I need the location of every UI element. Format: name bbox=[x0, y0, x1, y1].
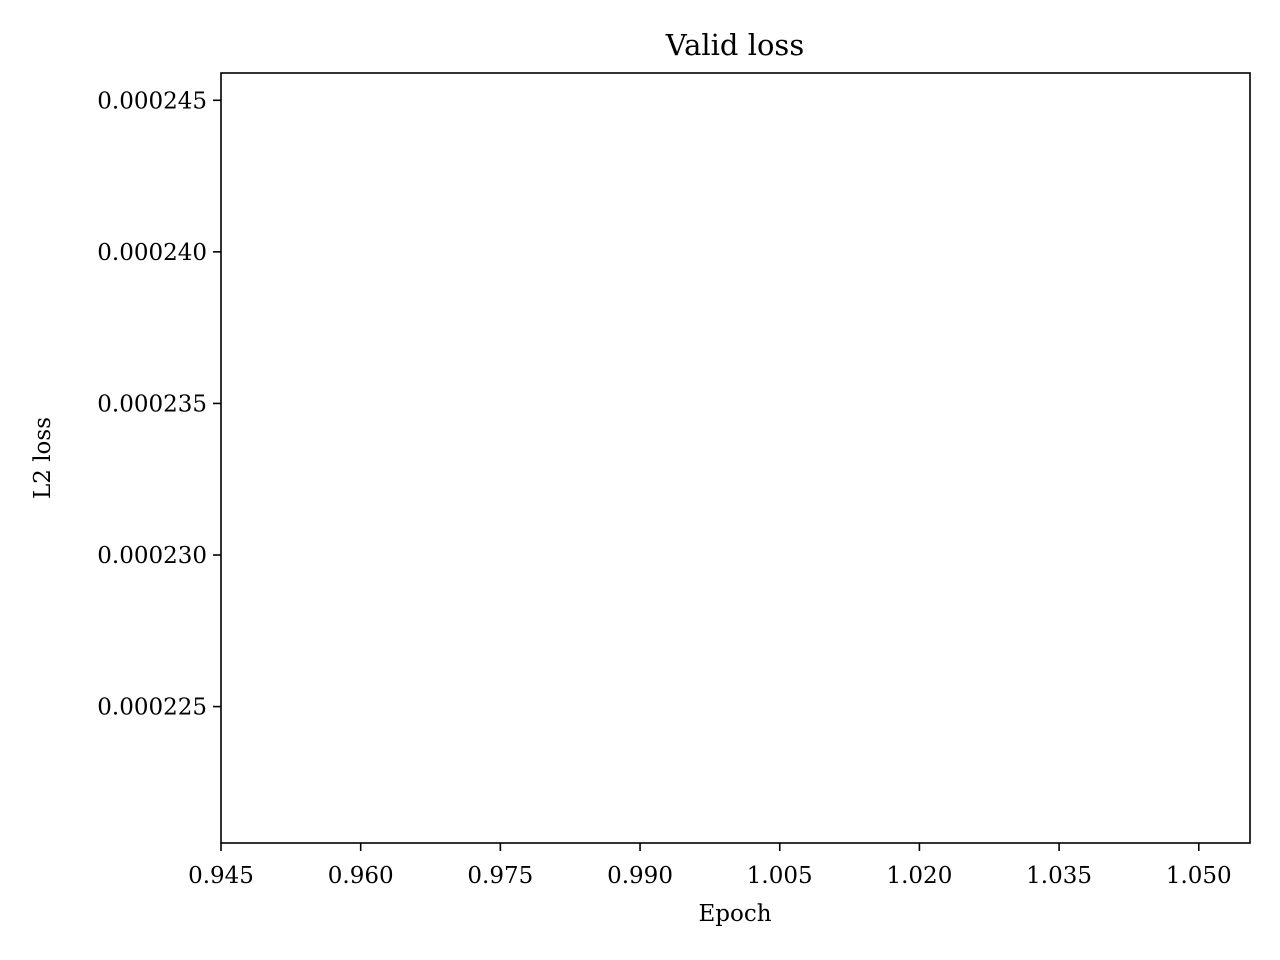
y-axis-label: L2 loss bbox=[30, 417, 56, 499]
x-axis-label: Epoch bbox=[698, 901, 771, 927]
x-tick-label: 0.960 bbox=[328, 863, 394, 889]
y-tick-label: 0.000240 bbox=[97, 240, 207, 266]
y-tick-label: 0.000225 bbox=[97, 695, 207, 721]
y-tick-label: 0.000230 bbox=[97, 543, 207, 569]
y-tick-label: 0.000245 bbox=[97, 88, 207, 114]
x-tick-label: 1.035 bbox=[1026, 863, 1092, 889]
x-tick-label: 1.050 bbox=[1166, 863, 1232, 889]
x-axis: 0.945 0.960 0.975 0.990 1.005 1.020 1.035 1.050 bbox=[188, 843, 1232, 889]
x-tick-label: 0.975 bbox=[467, 863, 533, 889]
x-tick-label: 1.020 bbox=[886, 863, 952, 889]
x-tick-label: 1.005 bbox=[747, 863, 813, 889]
y-tick-label: 0.000235 bbox=[97, 391, 207, 417]
chart-title: Valid loss bbox=[665, 28, 804, 62]
x-tick-label: 0.990 bbox=[607, 863, 673, 889]
plot-area bbox=[220, 72, 1251, 844]
y-axis: 0.000225 0.000230 0.000235 0.000240 0.000245 bbox=[97, 88, 221, 721]
x-tick-label: 0.945 bbox=[188, 863, 254, 889]
